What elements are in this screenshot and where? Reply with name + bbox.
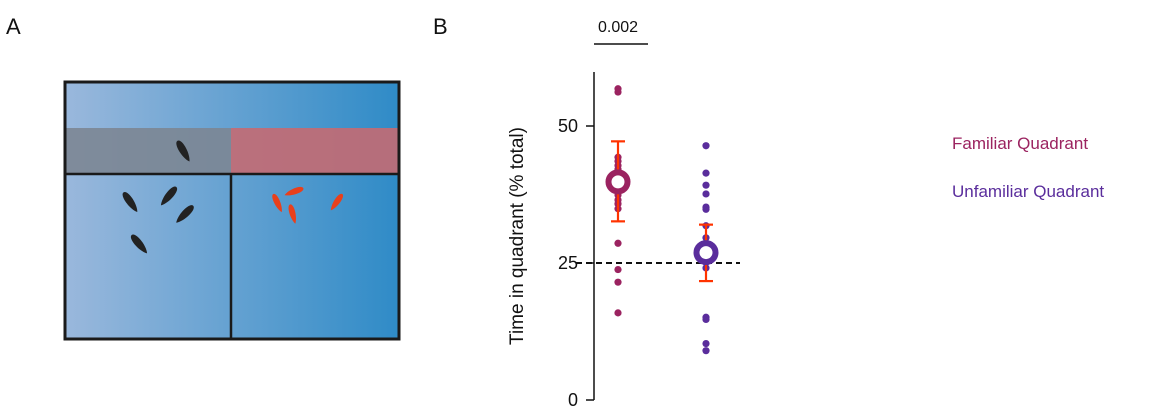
legend-label-familiar: Familiar Quadrant <box>952 134 1088 153</box>
other-fish-group <box>122 140 194 254</box>
y-ticks: 0 25 50 <box>558 116 594 410</box>
y-axis-label: Time in quadrant (% total) <box>507 127 528 345</box>
data-point <box>702 169 710 177</box>
fish-right-2 <box>284 186 304 196</box>
legend-label-unfamiliar: Unfamiliar Quadrant <box>952 182 1104 201</box>
y-tick-label: 50 <box>558 116 578 136</box>
panel-b-letter: B <box>433 14 448 39</box>
y-tick-label: 25 <box>558 253 578 273</box>
series-familiar <box>605 85 631 317</box>
data-point <box>702 181 710 189</box>
data-point <box>702 315 710 324</box>
significance-annotation: 0.002 <box>594 19 648 45</box>
fish-right-1 <box>272 194 282 213</box>
tank-schematic <box>63 80 401 341</box>
fish-right-4 <box>330 193 344 211</box>
fish-left-3 <box>176 205 194 223</box>
chart: 0 25 50 Time in quadrant (% total) 0.002 <box>507 19 740 410</box>
tank-border <box>63 80 401 341</box>
neutral-zone <box>65 128 231 174</box>
series-layer <box>605 85 719 355</box>
data-point <box>614 278 622 286</box>
legend: Familiar Quadrant Unfamiliar Quadrant <box>952 134 1104 201</box>
fish-left-4 <box>130 234 148 254</box>
data-point <box>702 205 710 213</box>
data-point <box>614 239 622 247</box>
data-point <box>614 309 622 317</box>
data-point <box>702 142 710 150</box>
fish-neutral-zone <box>176 140 190 162</box>
familiar-fish-group <box>272 186 344 224</box>
panel-a-letter: A <box>6 14 21 39</box>
data-point <box>702 190 710 198</box>
y-tick-label: 0 <box>568 390 578 410</box>
data-point <box>614 88 622 96</box>
mean-marker <box>693 240 719 266</box>
data-point <box>702 339 710 348</box>
mean-marker <box>605 169 631 195</box>
series-unfamiliar <box>693 142 719 355</box>
fish-left-1 <box>122 192 138 213</box>
fish-right-3 <box>288 204 297 224</box>
significance-label: 0.002 <box>598 19 638 36</box>
data-point <box>614 265 622 274</box>
fish-left-2 <box>160 186 178 206</box>
data-point <box>702 347 710 355</box>
familiar-zone <box>231 128 399 174</box>
